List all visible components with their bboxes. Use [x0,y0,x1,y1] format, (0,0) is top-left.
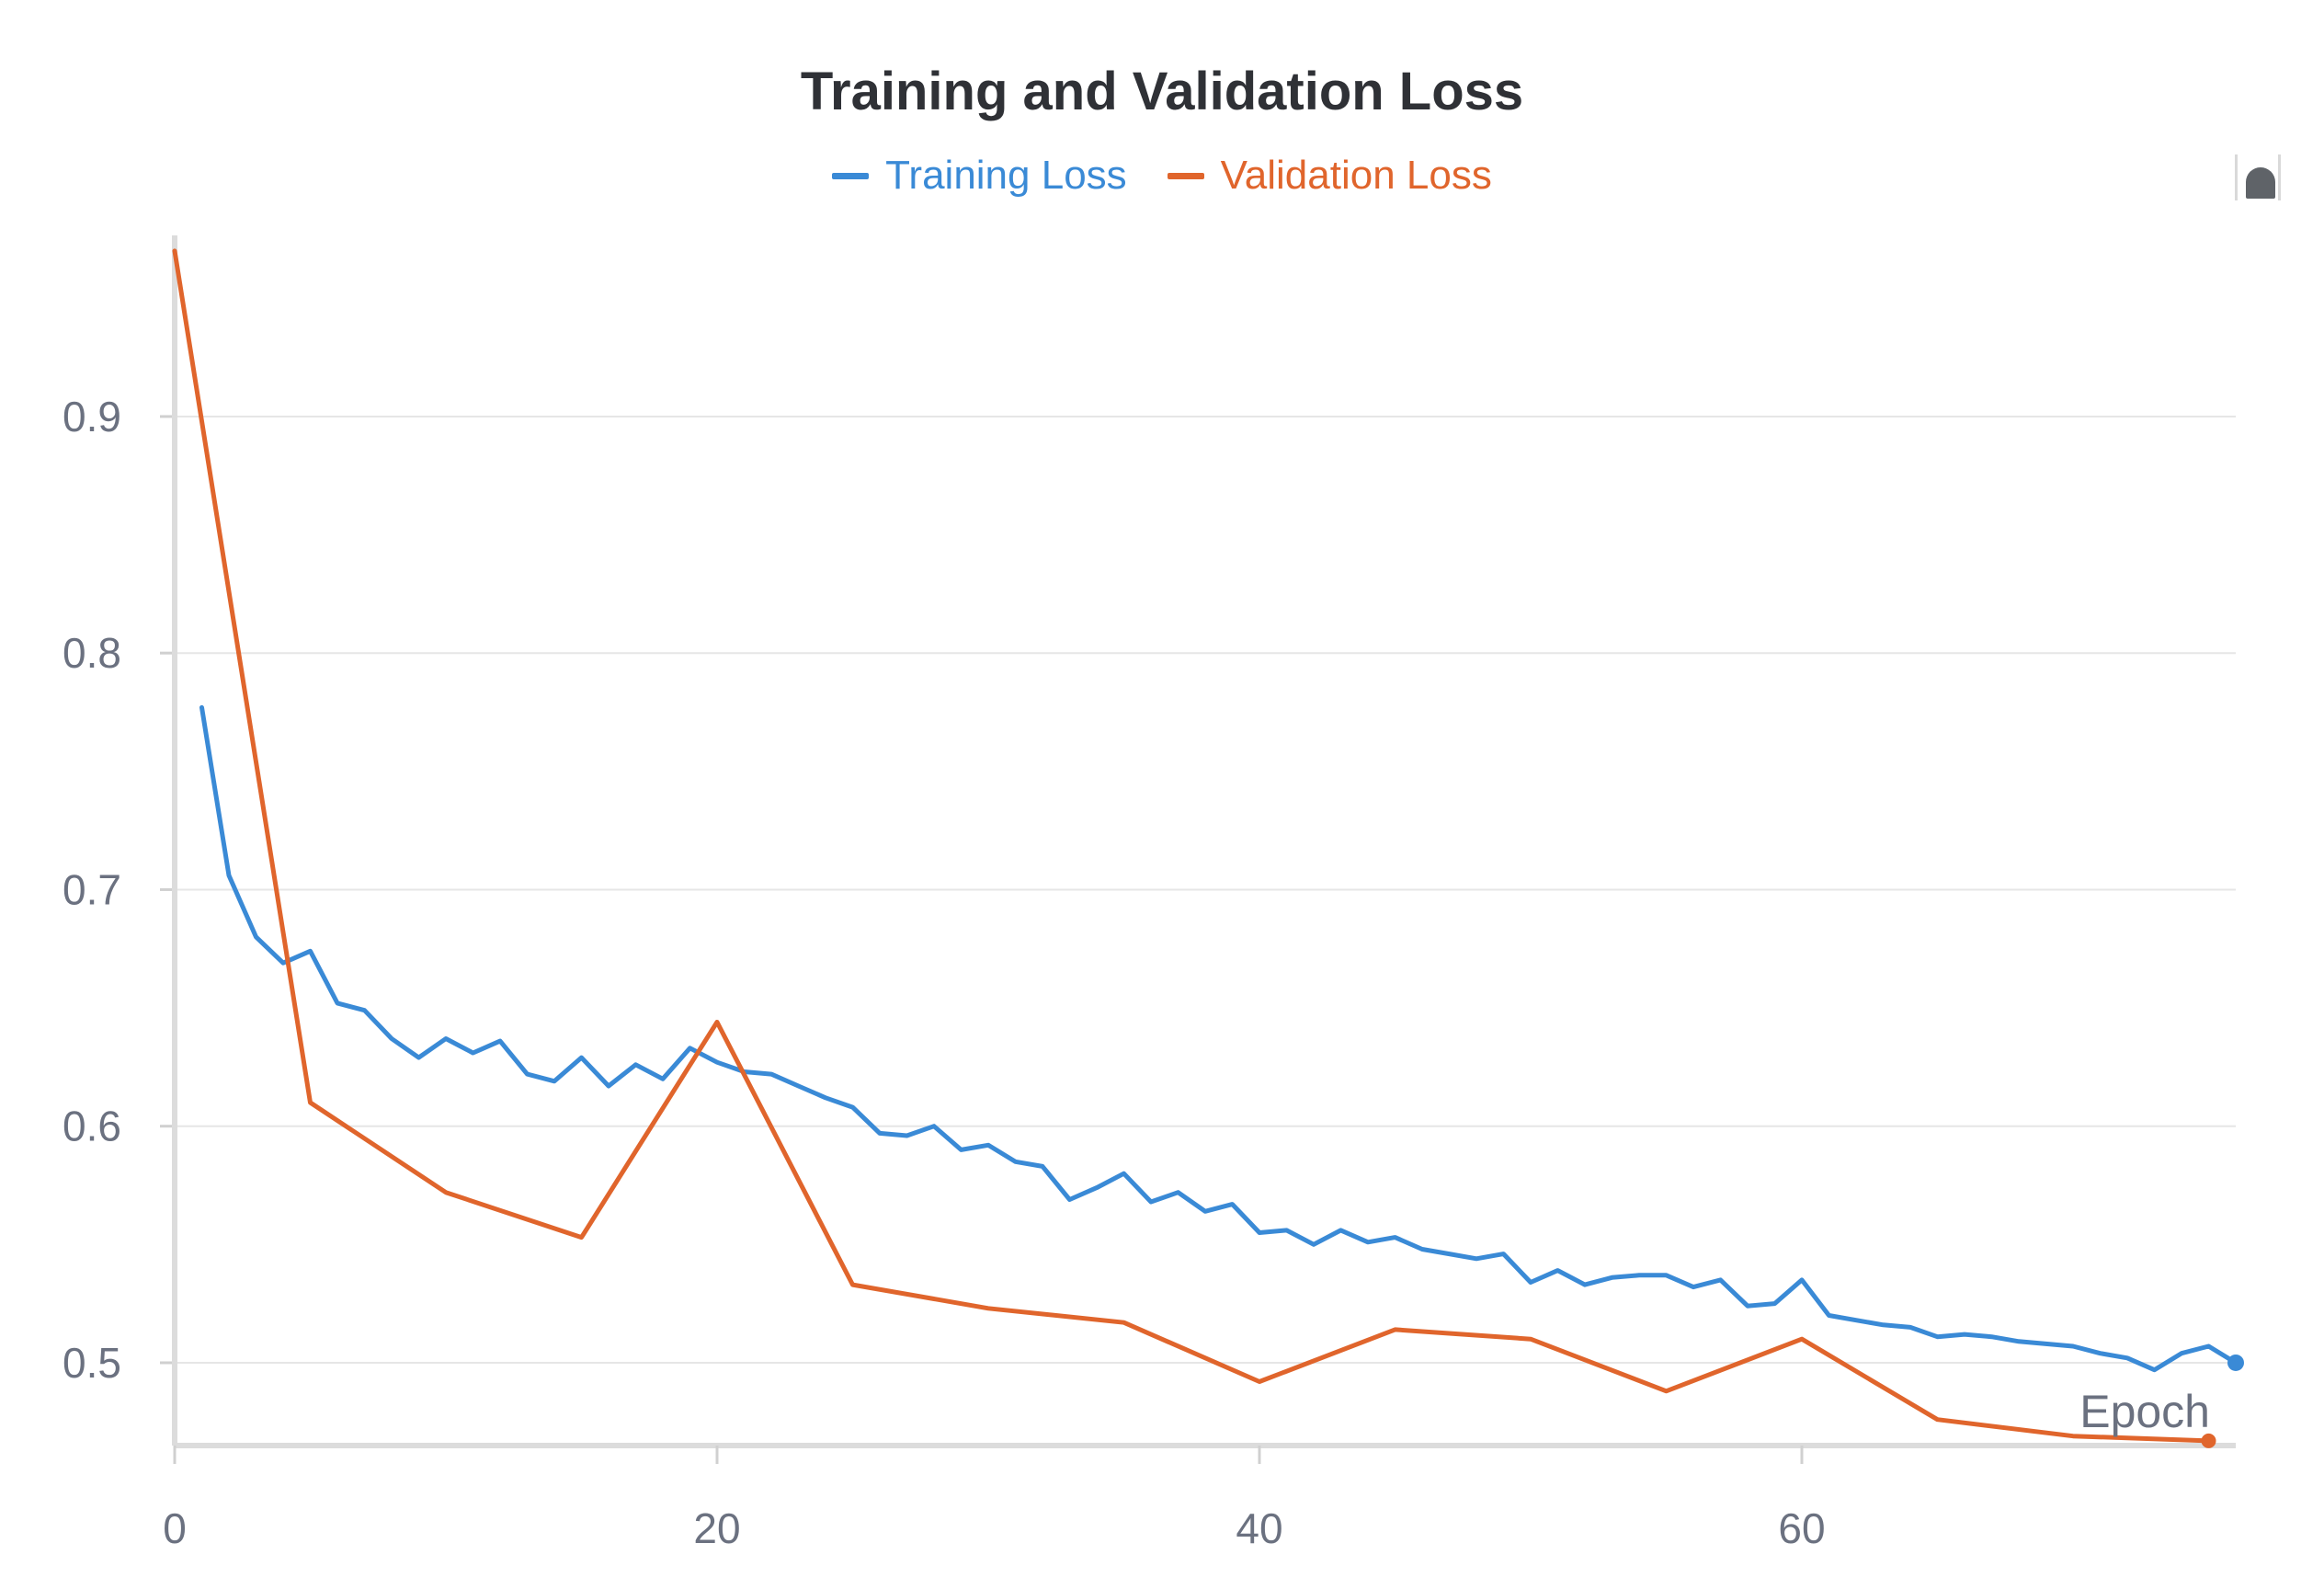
legend-label-validation: Validation Loss [1220,153,1492,198]
ytick-label: 0.8 [63,629,121,677]
x-axis-title: Epoch [2079,1386,2210,1437]
series-line-training [199,704,2239,1373]
legend-item-training[interactable]: Training Loss [832,153,1127,199]
chart-title: Training and Validation Loss [800,62,1524,121]
series-line-validation [172,248,2211,1444]
series-layer [172,248,2244,1448]
legend-swatch-training [832,172,870,179]
tick-labels: 0.5 0.6 0.7 0.8 0.9 0 20 40 60 Epoch [63,393,2210,1552]
series-end-marker [2201,1433,2216,1448]
xtick-label: 0 [163,1504,187,1552]
axes [160,235,2236,1464]
legend-item-validation[interactable]: Validation Loss [1167,153,1492,199]
legend: Training Loss Validation Loss [0,153,2324,199]
ytick-label: 0.6 [63,1103,121,1150]
xtick-label: 20 [693,1504,740,1552]
gridlines [175,415,2236,1364]
xtick-label: 60 [1778,1504,1825,1552]
handle-knob [2246,167,2275,199]
xtick-label: 40 [1236,1504,1282,1552]
panel-handle-icon[interactable] [2235,154,2281,200]
legend-swatch-validation [1167,172,1204,179]
ytick-label: 0.9 [63,393,121,440]
ytick-label: 0.5 [63,1339,121,1387]
series-end-marker [2227,1354,2244,1371]
legend-label-training: Training Loss [885,153,1127,198]
ytick-label: 0.7 [63,865,121,913]
